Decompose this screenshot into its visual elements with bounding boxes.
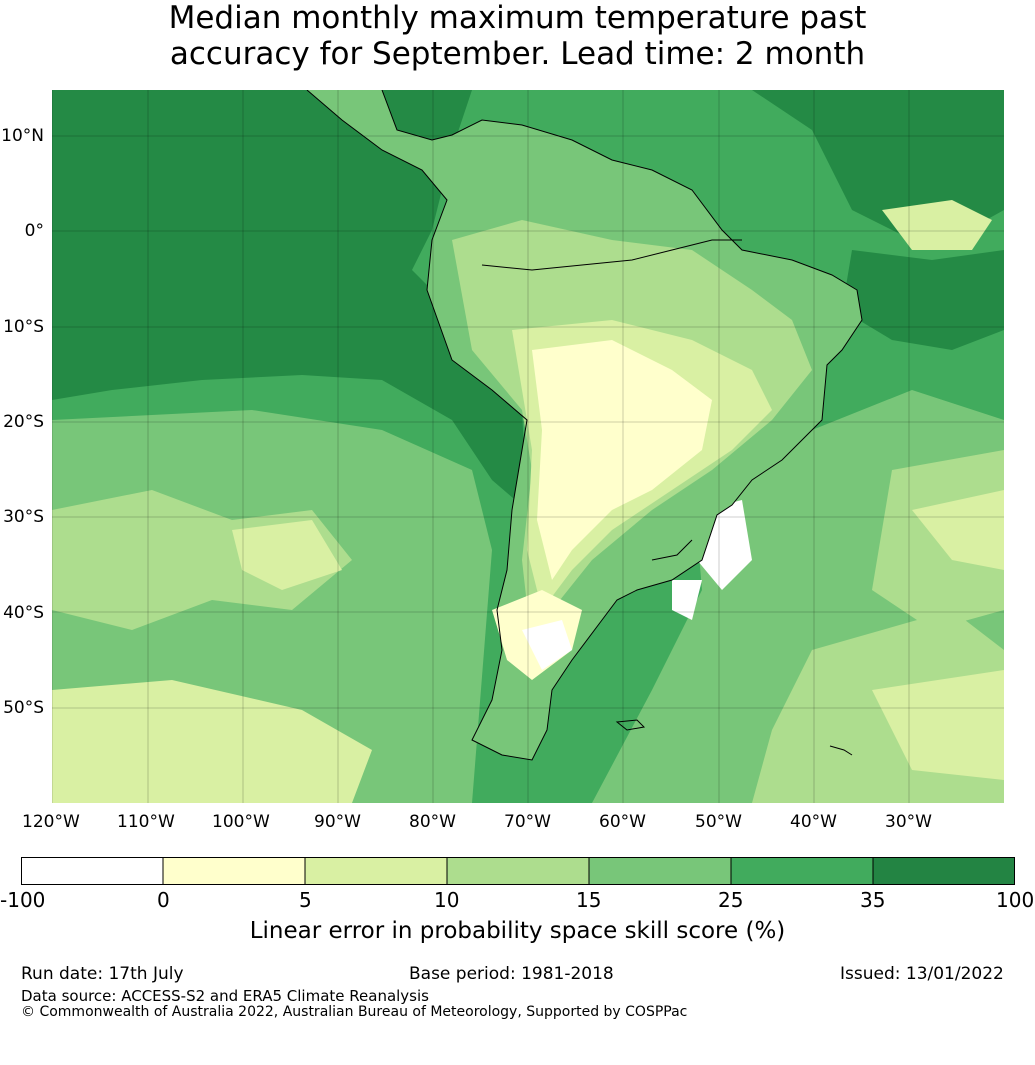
- south-georgia: [829, 745, 853, 756]
- skill-score-map: [52, 90, 1004, 803]
- lat-label-0: 0°: [24, 221, 44, 241]
- lat-label-30s: 30°S: [3, 507, 44, 527]
- colorbar-tick: 10: [434, 888, 460, 912]
- colorbar-tick: 35: [860, 888, 886, 912]
- atlantic-dark-band: [842, 250, 1004, 350]
- lat-label-40s: 40°S: [3, 603, 44, 623]
- colorbar: [21, 857, 1015, 885]
- lon-label-30w: 30°W: [885, 812, 932, 832]
- lon-label-60w: 60°W: [599, 812, 646, 832]
- data-source: Data source: ACCESS-S2 and ERA5 Climate …: [21, 987, 429, 1005]
- colorbar-bin: [21, 857, 163, 885]
- coastline: [306, 90, 863, 761]
- colorbar-bin: [589, 857, 731, 885]
- lat-label-50s: 50°S: [3, 698, 44, 718]
- land-white: [522, 620, 572, 670]
- base-period: Base period: 1981-2018: [409, 964, 614, 984]
- colorbar-tick: -100: [0, 888, 46, 912]
- colorbar-bin: [305, 857, 447, 885]
- lon-label-90w: 90°W: [314, 812, 361, 832]
- lon-label-70w: 70°W: [504, 812, 551, 832]
- colorbar-tick: 5: [299, 888, 312, 912]
- colorbar-tick: 100: [996, 888, 1035, 912]
- title-line-1: Median monthly maximum temperature past: [168, 0, 867, 36]
- southern-ocean-pale: [52, 520, 372, 803]
- rio-de-la-plata: [651, 539, 693, 561]
- lon-label-100w: 100°W: [212, 812, 270, 832]
- colorbar-label: Linear error in probability space skill …: [249, 918, 786, 944]
- lon-label-80w: 80°W: [409, 812, 456, 832]
- atlantic-pale-patch: [882, 200, 992, 250]
- land-cream: [492, 340, 712, 680]
- colorbar-tick: 15: [576, 888, 602, 912]
- colorbar-bin: [163, 857, 305, 885]
- graticule: [52, 90, 1004, 803]
- colorbar-bin: [873, 857, 1015, 885]
- falkland-islands: [615, 719, 646, 731]
- atlantic-white-patch: [672, 500, 752, 620]
- issued-date: Issued: 13/01/2022: [840, 964, 1004, 984]
- lon-label-110w: 110°W: [117, 812, 175, 832]
- lon-label-40w: 40°W: [790, 812, 837, 832]
- copyright: © Commonwealth of Australia 2022, Austra…: [21, 1004, 688, 1020]
- lon-label-50w: 50°W: [695, 812, 742, 832]
- lat-label-20s: 20°S: [3, 412, 44, 432]
- title-line-2: accuracy for September. Lead time: 2 mon…: [169, 36, 866, 72]
- run-date: Run date: 17th July: [21, 964, 184, 984]
- colorbar-bin: [447, 857, 589, 885]
- amazon-river: [481, 239, 742, 271]
- lat-label-10n: 10°N: [1, 126, 44, 146]
- colorbar-bin: [731, 857, 873, 885]
- lon-label-120w: 120°W: [22, 812, 80, 832]
- pacific-dark-band: [52, 90, 1004, 510]
- colorbar-tick: 25: [718, 888, 744, 912]
- lat-label-10s: 10°S: [3, 317, 44, 337]
- south-atlantic-pale: [872, 490, 1004, 780]
- colorbar-tick: 0: [157, 888, 170, 912]
